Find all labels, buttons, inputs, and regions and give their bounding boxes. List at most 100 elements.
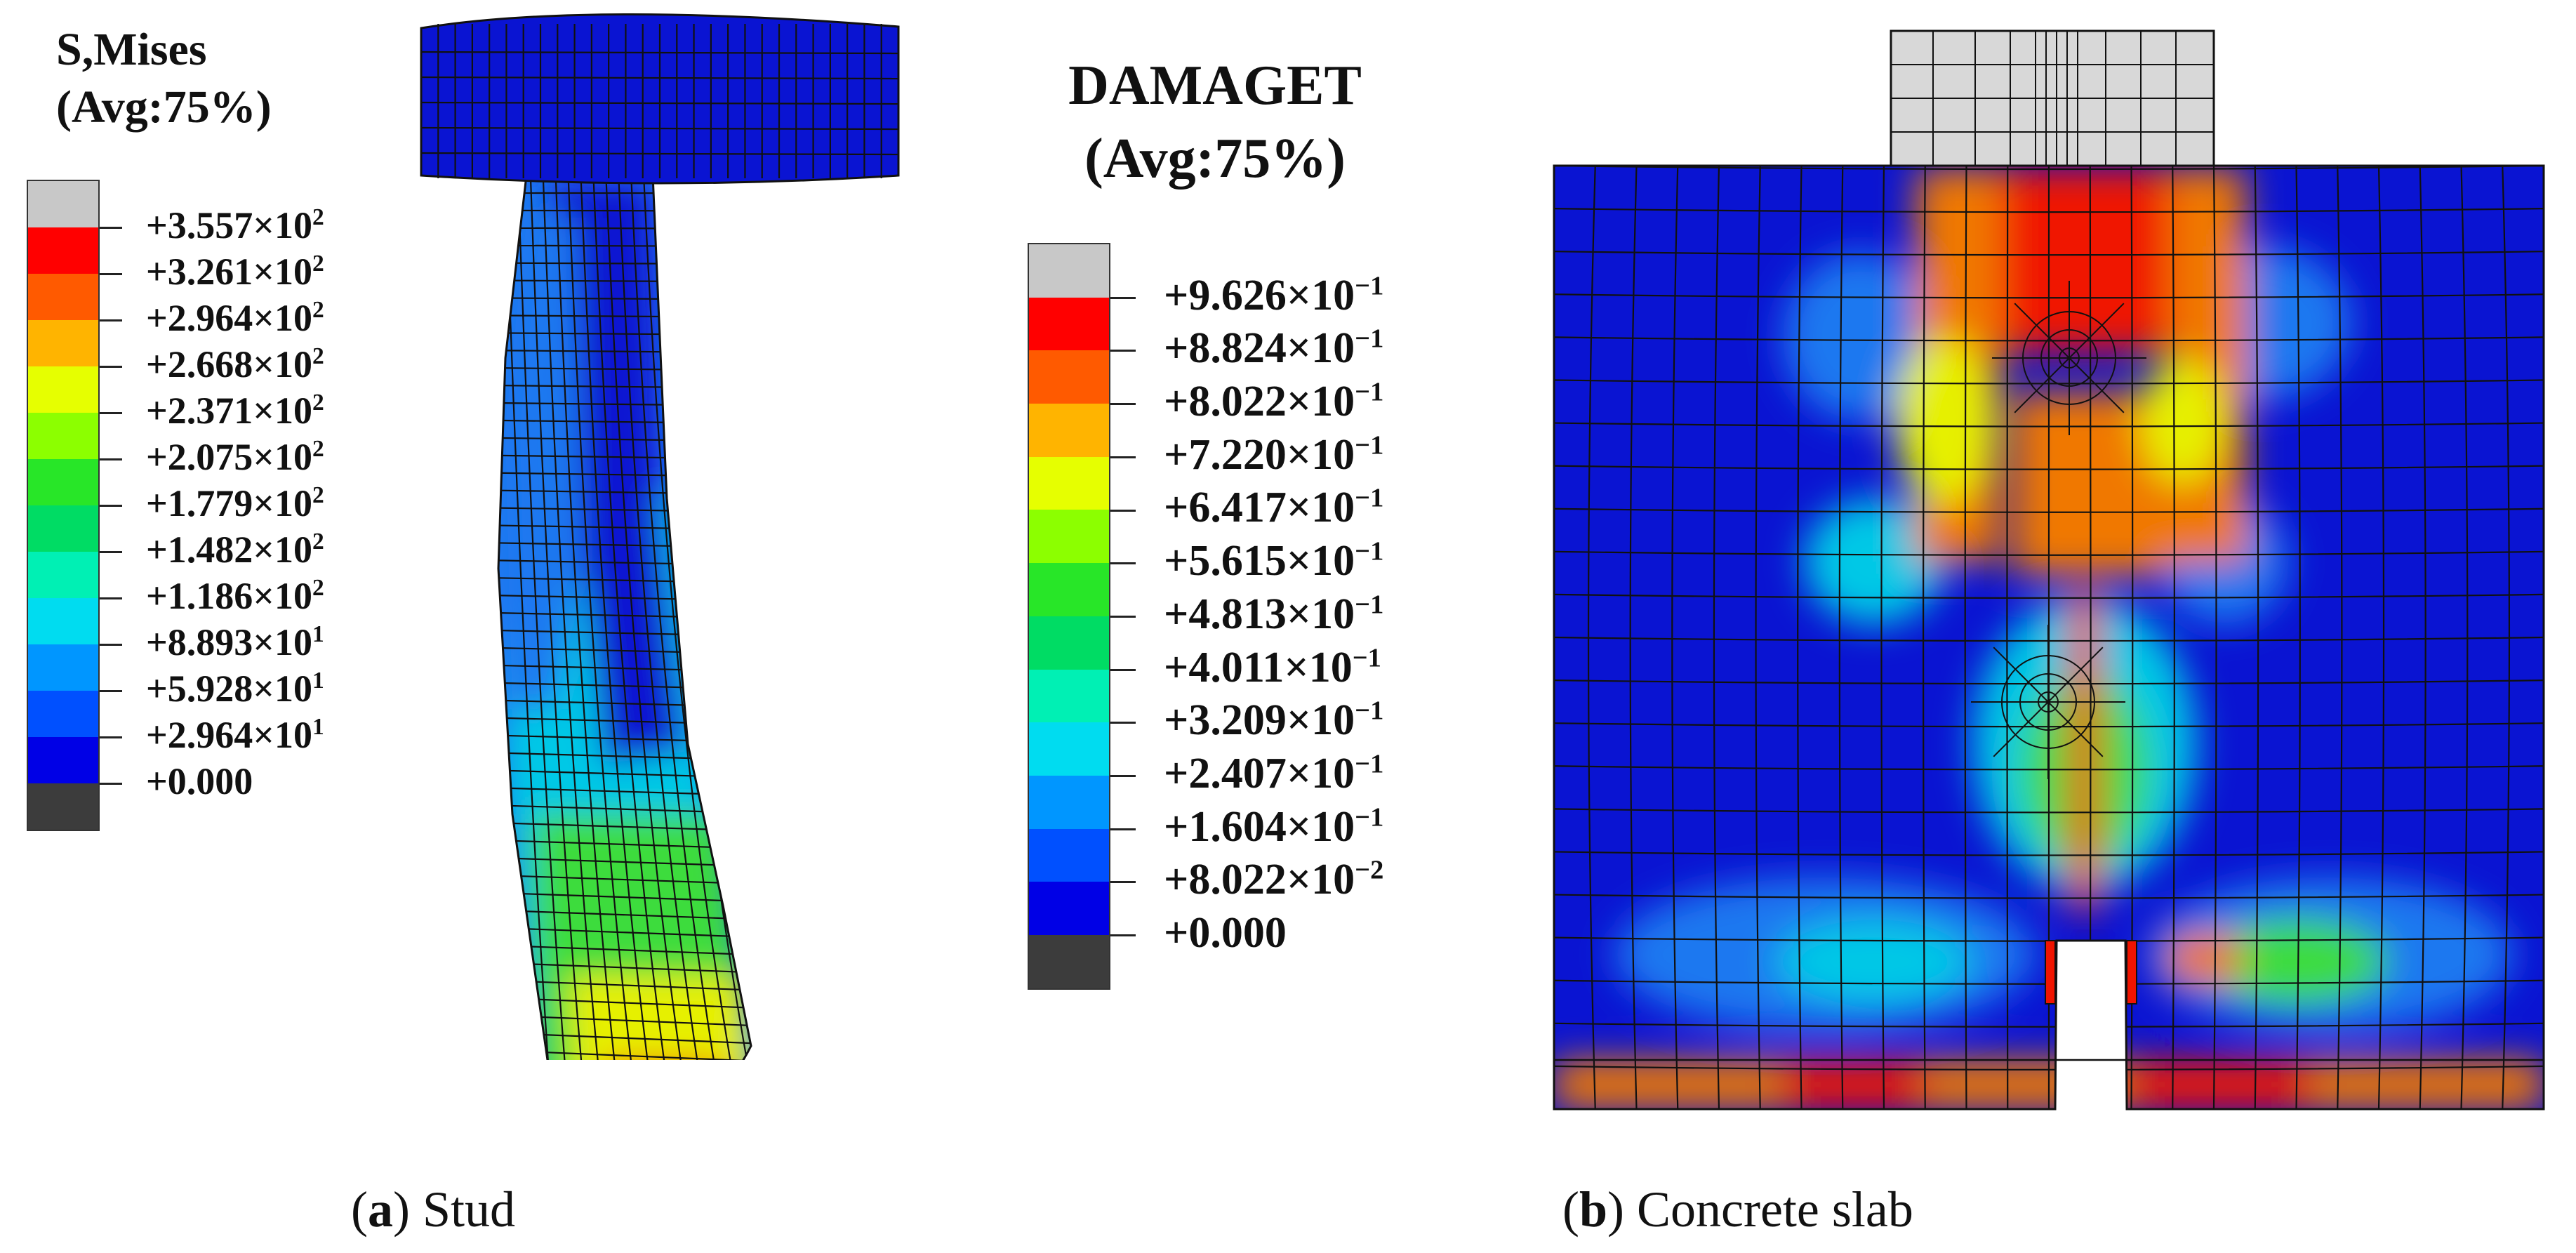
- legend-label-mantissa: +4.813×10: [1164, 590, 1355, 638]
- slab-mesh-hline: [1554, 465, 2544, 470]
- slab-mesh-vline: [2460, 166, 2469, 1109]
- legend-label: +8.893×101: [146, 623, 324, 661]
- slab-mesh-vline: [2337, 166, 2343, 1109]
- slab-mesh-hline: [1554, 808, 2544, 814]
- stud-legend-title-line2: (Avg:75%): [56, 81, 272, 133]
- legend-label-exponent: 1: [312, 714, 324, 741]
- legend-swatch: [28, 598, 98, 644]
- slab-mesh-vline: [2089, 166, 2092, 1109]
- legend-label-exponent: 1: [312, 668, 324, 694]
- legend-tick: [1110, 403, 1136, 406]
- stud-mesh-vline: [542, 175, 603, 1060]
- legend-label: +2.371×102: [146, 391, 324, 430]
- slab-zone-strut-top-right: [2085, 168, 2169, 351]
- legend-tick: [1110, 722, 1136, 724]
- stud-head-mesh-hline: [420, 76, 899, 80]
- slab-mesh-vline: [1797, 166, 1802, 1109]
- legend-label: +0.000: [146, 762, 253, 800]
- legend-label: +1.779×102: [146, 484, 324, 522]
- slab-mesh-vline: [1880, 166, 1885, 1109]
- legend-tick: [1110, 881, 1136, 884]
- legend-label: +5.928×101: [146, 668, 324, 708]
- legend-swatch: [28, 366, 98, 413]
- stud-mesh-vline: [529, 175, 586, 1060]
- stud-head-mesh-hline: [420, 152, 899, 156]
- legend-tick: [1110, 668, 1136, 671]
- slab-mesh-hline: [1554, 293, 2544, 299]
- legend-tick: [100, 736, 122, 738]
- stud-mesh-hline: [498, 244, 751, 248]
- legend-swatch: [28, 783, 98, 830]
- legend-label: +8.022×10−1: [1164, 378, 1383, 423]
- legend-label-exponent: 1: [312, 621, 324, 648]
- slab-mesh-vline: [2295, 166, 2301, 1109]
- legend-label: +2.964×102: [146, 298, 324, 337]
- legend-swatch: [1029, 934, 1109, 988]
- slab-hole-spoke: [2069, 303, 2125, 359]
- legend-label-exponent: 2: [312, 529, 324, 555]
- legend-label-mantissa: +2.407×10: [1164, 749, 1355, 797]
- slab-hole-spoke: [2069, 357, 2125, 413]
- legend-label: +2.075×102: [146, 436, 324, 476]
- slab-mesh-vline: [1838, 166, 1844, 1109]
- legend-tick: [1110, 775, 1136, 777]
- caption-stud-letter: a: [367, 1181, 393, 1238]
- legend-label-exponent: −1: [1355, 430, 1384, 460]
- legend-label-mantissa: +5.615×10: [1164, 537, 1355, 585]
- stud-contours: [505, 183, 751, 1060]
- legend-swatch: [1029, 563, 1109, 616]
- slab-zone-left-upper: [1783, 253, 1937, 421]
- legend-tick: [100, 458, 122, 460]
- stud-mesh-vline: [504, 175, 552, 1060]
- legend-swatch: [1029, 404, 1109, 457]
- legend-label-mantissa: +7.220×10: [1164, 430, 1355, 479]
- caption-stud-text: Stud: [422, 1181, 516, 1238]
- slab-mesh-hline: [1554, 894, 2544, 899]
- slab-mesh-vline: [1629, 166, 1638, 1109]
- legend-label-mantissa: +8.893×10: [146, 621, 313, 664]
- legend-label-mantissa: +8.022×10: [1164, 856, 1355, 904]
- legend-label: +6.417×10−1: [1164, 485, 1383, 530]
- damage-legend-color-bar: [1028, 243, 1110, 990]
- legend-label-mantissa: +1.604×10: [1164, 802, 1355, 851]
- legend-label-exponent: −1: [1352, 642, 1381, 672]
- legend-label: +2.668×102: [146, 345, 324, 383]
- slab-mesh-hline: [1554, 379, 2544, 385]
- caption-slab-letter: b: [1579, 1181, 1608, 1238]
- legend-tick: [1110, 456, 1136, 458]
- stud-contour-plot: [420, 13, 900, 1060]
- slab-mesh-vline: [1713, 166, 1720, 1109]
- legend-label-exponent: 2: [312, 482, 324, 509]
- legend-tick: [1110, 562, 1136, 565]
- stud-head-mesh-hline: [420, 51, 899, 55]
- legend-label-mantissa: +1.482×10: [146, 529, 313, 571]
- legend-tick: [1110, 509, 1136, 512]
- slab-hole-spoke: [2047, 647, 2104, 703]
- legend-label: +8.824×10−1: [1164, 324, 1384, 370]
- legend-label-exponent: −1: [1355, 324, 1384, 354]
- legend-tick: [1110, 828, 1136, 830]
- slab-zone-right-yellow: [2141, 358, 2225, 484]
- slab-mesh-vline: [2419, 166, 2426, 1109]
- legend-label-exponent: 2: [312, 436, 324, 463]
- legend-label-mantissa: +3.557×10: [146, 204, 313, 247]
- slab-mesh-hline: [1554, 722, 2544, 728]
- slab-notch-right-flange: [2126, 940, 2137, 1005]
- legend-swatch: [1029, 297, 1109, 351]
- slab-hole-spoke: [2014, 303, 2070, 359]
- legend-label-exponent: −1: [1355, 802, 1384, 832]
- legend-swatch: [28, 644, 98, 691]
- slab-load-block-mesh: [1891, 31, 2214, 166]
- stud-mesh-vline: [592, 175, 671, 1060]
- legend-label: +3.209×10−1: [1164, 697, 1383, 742]
- stud-mesh-vline: [618, 175, 705, 1060]
- stud-mesh-hline: [498, 279, 751, 283]
- legend-label-exponent: −1: [1355, 749, 1384, 779]
- legend-tick: [1110, 615, 1136, 618]
- legend-label-exponent: −1: [1355, 270, 1384, 300]
- legend-swatch: [28, 274, 98, 320]
- legend-swatch: [1029, 882, 1109, 935]
- legend-tick: [100, 551, 122, 553]
- slab-zone-crack-right: [2169, 934, 2239, 983]
- caption-slab: (b) Concrete slab: [1562, 1181, 1913, 1238]
